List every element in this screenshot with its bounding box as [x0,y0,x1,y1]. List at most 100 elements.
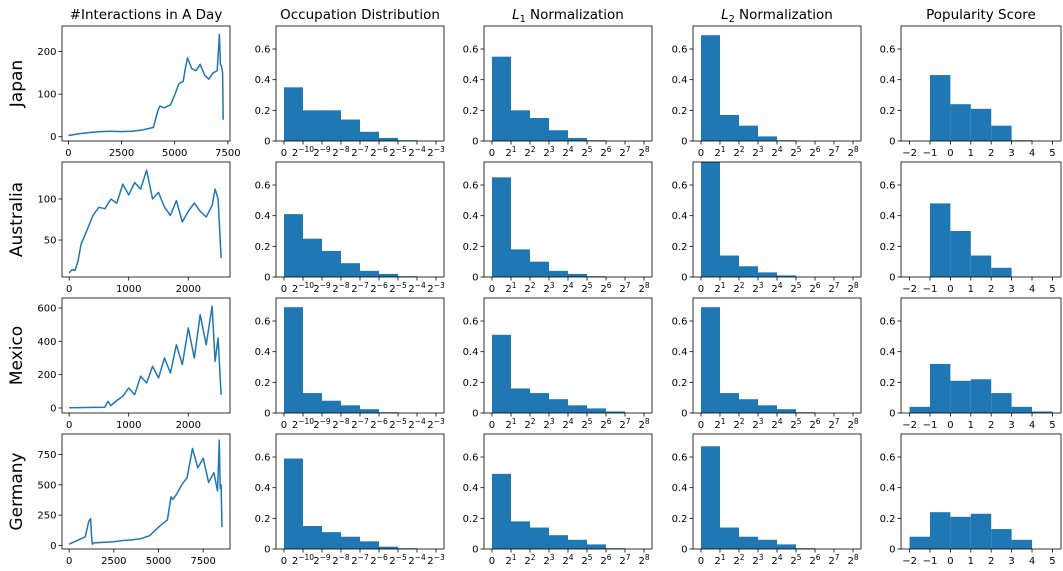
row-label-australia: Australia [7,182,27,257]
x-tick-label-10-0: 0 [66,420,72,431]
bar-6-2 [321,250,341,277]
bar-3-0 [700,35,720,142]
x-tick-label-11-1: 2−10 [292,417,314,431]
x-tick-label-3-8: 28 [847,145,858,159]
bar-17-3 [548,535,568,549]
x-tick-label-17-6: 26 [600,553,611,567]
x-tick-label-14-1: −1 [923,420,938,431]
x-tick-label-15-1: 2500 [101,556,126,567]
x-tick-label-3-0: 0 [698,148,704,159]
axes-frame-1 [275,25,445,142]
bar-16-2 [321,532,341,549]
x-tick-label-13-3: 23 [752,417,763,431]
x-tick-label-16-4: 2−7 [351,553,369,567]
y-tick-label-3-3: 0.6 [672,45,688,56]
x-tick-label-15-3: 7500 [190,556,215,567]
y-tick-label-0-1: 100 [37,90,56,101]
y-tick-label-12-1: 0.2 [463,378,479,389]
y-tick-label-1-0: 0 [264,137,270,148]
y-tick-label-11-3: 0.6 [255,317,271,328]
y-tick-label-1-1: 0.2 [255,106,271,117]
bar-11-0 [283,307,303,413]
x-tick-label-6-7: 2−4 [408,281,426,295]
y-tick-label-6-3: 0.6 [255,181,271,192]
bar-13-3 [757,405,777,413]
bar-7-4 [568,273,588,277]
bar-18-3 [757,539,777,549]
bar-6-0 [283,214,303,277]
panel-15: 0 2500 5000 7500 0 250 500 750 [37,433,231,567]
x-tick-label-8-8: 28 [847,281,858,295]
x-tick-label-9-0: −2 [902,284,917,295]
x-tick-label-3-6: 26 [809,145,820,159]
x-tick-label-7-4: 24 [562,281,573,295]
column-title-2: L1 Normalization [512,7,624,25]
x-tick-label-8-1: 21 [714,281,725,295]
x-tick-label-8-6: 26 [809,281,820,295]
y-tick-label-17-2: 0.4 [463,483,479,494]
bar-1-2 [321,110,341,141]
bar-19-0 [909,536,930,549]
x-tick-label-14-3: 1 [968,420,974,431]
bar-7-0 [491,177,511,277]
x-tick-label-11-8: 2−3 [427,417,445,431]
y-tick-label-9-3: 0.6 [880,181,896,192]
y-tick-label-19-1: 0.2 [880,514,896,525]
x-tick-label-12-7: 27 [619,417,630,431]
x-tick-label-11-4: 2−7 [351,417,369,431]
x-tick-label-7-3: 23 [543,281,554,295]
x-tick-label-6-1: 2−10 [292,281,314,295]
y-tick-label-3-0: 0 [681,137,687,148]
axes-frame-6 [275,161,445,278]
y-tick-label-3-2: 0.4 [672,75,688,86]
y-tick-label-6-1: 0.2 [255,242,271,253]
y-tick-label-1-2: 0.4 [255,75,271,86]
bar-11-4 [360,409,380,413]
y-tick-label-15-3: 750 [37,450,56,461]
bar-2-0 [491,56,511,141]
x-tick-label-4-4: 2 [988,148,994,159]
x-tick-label-13-2: 22 [733,417,744,431]
y-tick-label-19-3: 0.6 [880,453,896,464]
x-tick-label-19-3: 1 [968,556,974,567]
y-tick-label-15-0: 0 [50,541,56,552]
x-tick-label-14-7: 5 [1049,420,1055,431]
bar-14-4 [991,393,1012,413]
bar-2-3 [548,130,568,141]
x-tick-label-12-5: 25 [581,417,592,431]
y-tick-label-18-2: 0.4 [672,483,688,494]
y-tick-label-2-0: 0 [472,137,478,148]
bar-2-1 [510,110,530,141]
x-tick-label-9-5: 3 [1008,284,1014,295]
x-tick-label-12-6: 26 [600,417,611,431]
bar-16-0 [283,458,303,549]
bar-7-1 [510,249,530,277]
x-tick-label-11-7: 2−4 [408,417,426,431]
bar-1-5 [379,137,399,141]
x-tick-label-0-3: 7500 [215,148,240,159]
x-tick-label-11-5: 2−6 [370,417,388,431]
y-tick-label-19-0: 0 [889,545,895,556]
y-tick-label-12-0: 0 [472,409,478,420]
bar-17-1 [510,521,530,549]
x-tick-label-13-8: 28 [847,417,858,431]
x-tick-label-6-5: 2−6 [370,281,388,295]
panel-17: 0 21 22 23 24 25 26 27 28 0 0.2 0.4 0.6 [463,433,653,567]
x-tick-label-1-4: 2−7 [351,145,369,159]
x-tick-label-13-0: 0 [698,420,704,431]
bar-9-2 [950,231,971,277]
x-tick-label-18-4: 24 [771,553,782,567]
bar-14-2 [950,380,971,413]
x-tick-label-16-3: 2−8 [332,553,350,567]
y-tick-label-14-2: 0.4 [880,347,896,358]
x-tick-label-17-0: 0 [489,556,495,567]
bar-12-4 [568,405,588,413]
x-tick-label-9-7: 5 [1049,284,1055,295]
x-tick-label-9-3: 1 [968,284,974,295]
bar-14-1 [929,363,951,413]
x-tick-label-2-5: 25 [581,145,592,159]
bar-14-3 [970,379,992,413]
x-tick-label-16-5: 2−6 [370,553,388,567]
bar-17-5 [587,544,607,549]
bar-18-2 [738,536,758,549]
